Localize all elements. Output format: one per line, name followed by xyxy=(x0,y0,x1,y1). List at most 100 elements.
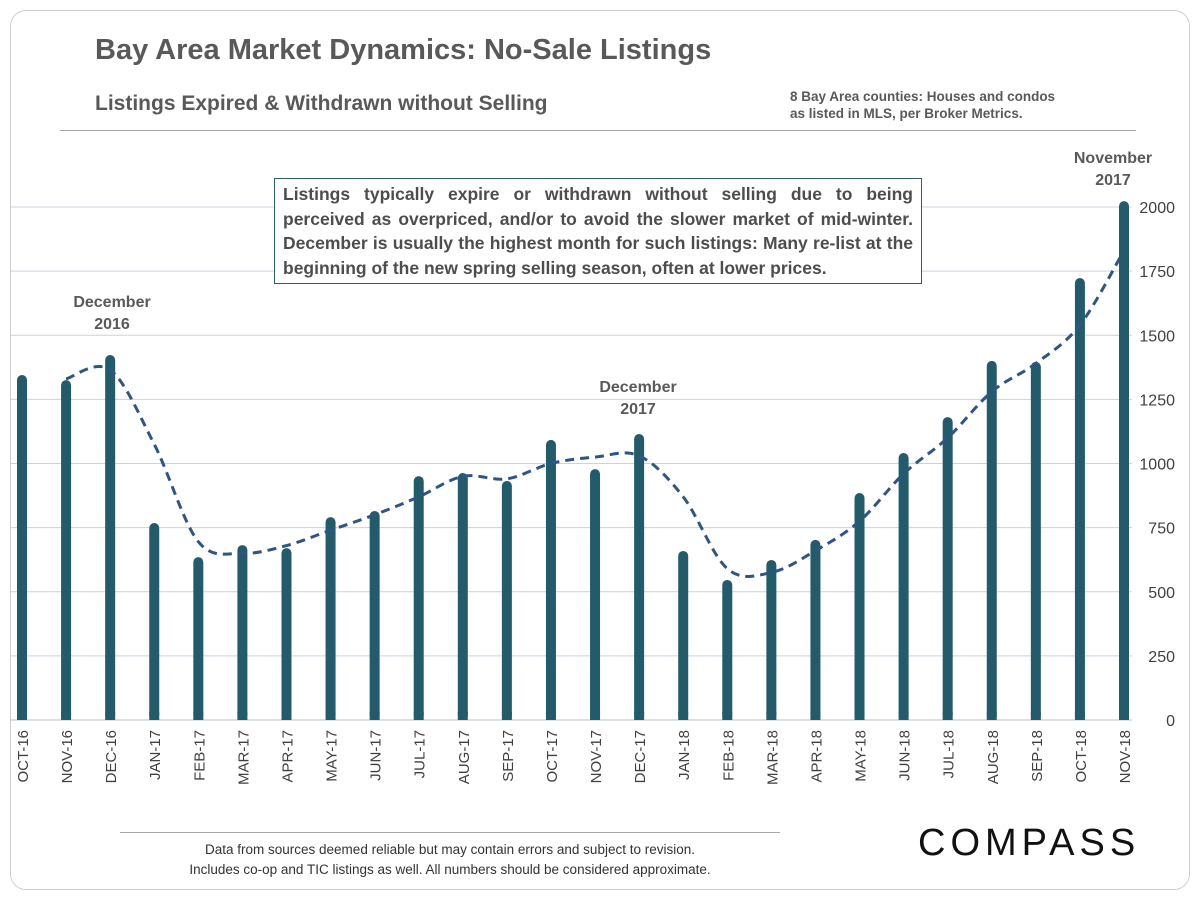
footnote: Data from sources deemed reliable but ma… xyxy=(100,840,800,880)
bar-base xyxy=(898,712,909,720)
bar-base xyxy=(634,712,645,720)
callout-line: 2016 xyxy=(94,316,130,333)
callout-december-2017: December 2017 xyxy=(578,377,698,421)
bar xyxy=(1030,361,1041,720)
bar xyxy=(590,469,601,720)
compass-logo: COMPASS xyxy=(918,822,1141,864)
bar xyxy=(325,517,336,720)
callout-line: December xyxy=(73,294,151,311)
callout-line: December xyxy=(599,379,677,396)
bar xyxy=(1074,278,1085,720)
x-tick-label: JUN-17 xyxy=(368,730,385,781)
y-tick-label: 1750 xyxy=(1139,264,1175,281)
bar-base xyxy=(325,712,336,720)
callout-line: 2017 xyxy=(620,401,656,418)
footnote-line: Includes co-op and TIC listings as well.… xyxy=(189,862,711,877)
bar xyxy=(149,523,160,720)
bar-base xyxy=(149,712,160,720)
bar-base xyxy=(854,712,865,720)
callout-line: 2017 xyxy=(1095,172,1131,189)
bar xyxy=(942,417,953,720)
header-divider xyxy=(60,130,1136,131)
bar-base xyxy=(17,712,27,720)
bar xyxy=(281,548,292,720)
bar-base xyxy=(413,712,424,720)
bar-base xyxy=(1074,712,1085,720)
x-tick-label: JUL-18 xyxy=(941,730,958,778)
footer-divider xyxy=(120,832,780,833)
bar xyxy=(678,550,689,720)
x-tick-label: SEP-17 xyxy=(500,730,517,782)
x-tick-label: AUG-17 xyxy=(456,730,473,784)
x-tick-label: MAY-18 xyxy=(853,730,870,782)
bar xyxy=(457,472,468,720)
y-tick-label: 1000 xyxy=(1139,457,1175,474)
y-tick-label: 500 xyxy=(1148,585,1175,602)
x-tick-label: JAN-17 xyxy=(147,730,164,780)
bar xyxy=(766,559,777,720)
x-tick-label: NOV-17 xyxy=(588,730,605,783)
bar xyxy=(17,375,27,720)
y-tick-label: 750 xyxy=(1148,521,1175,538)
chart-title: Bay Area Market Dynamics: No-Sale Listin… xyxy=(95,34,712,66)
y-tick-label: 1500 xyxy=(1139,328,1175,345)
y-tick-label: 0 xyxy=(1166,713,1175,730)
source-note-line: as listed in MLS, per Broker Metrics. xyxy=(790,106,1023,121)
bar xyxy=(854,492,865,720)
bar xyxy=(986,360,997,720)
footnote-line: Data from sources deemed reliable but ma… xyxy=(205,842,695,857)
slide-frame xyxy=(10,10,1190,890)
bar-base xyxy=(193,712,204,720)
bar xyxy=(413,476,424,720)
bar-base xyxy=(1119,712,1129,720)
y-tick-label: 1250 xyxy=(1139,392,1175,409)
bar xyxy=(193,557,204,720)
bar-base xyxy=(590,712,601,720)
source-note: 8 Bay Area counties: Houses and condos a… xyxy=(790,88,1055,122)
bar-base xyxy=(766,712,777,720)
bar-base xyxy=(61,712,72,720)
bar xyxy=(545,439,556,720)
x-tick-label: DEC-17 xyxy=(632,730,649,783)
bar xyxy=(369,510,380,720)
y-tick-label: 250 xyxy=(1148,649,1175,666)
bar-base xyxy=(1030,712,1041,720)
x-tick-label: AUG-18 xyxy=(985,730,1002,784)
callout-line: November xyxy=(1073,150,1153,167)
x-tick-label: OCT-17 xyxy=(544,730,561,783)
bar xyxy=(501,480,512,720)
x-tick-label: JAN-18 xyxy=(676,730,693,780)
x-tick-label: SEP-18 xyxy=(1029,730,1046,782)
x-tick-label: MAY-17 xyxy=(324,730,341,782)
x-tick-label: MAR-18 xyxy=(764,730,781,785)
bar-base xyxy=(942,712,953,720)
bar-base xyxy=(281,712,292,720)
x-tick-label: OCT-18 xyxy=(1073,730,1090,783)
bar-base xyxy=(810,712,821,720)
x-tick-label: MAR-17 xyxy=(235,730,252,785)
x-tick-label: APR-17 xyxy=(279,730,296,783)
x-tick-label: APR-18 xyxy=(808,730,825,783)
bar-base xyxy=(722,712,733,720)
bar xyxy=(237,545,248,720)
callout-november-2017: November 2017 xyxy=(1053,148,1173,192)
bar xyxy=(898,452,909,720)
chart-subtitle: Listings Expired & Withdrawn without Sel… xyxy=(95,92,548,115)
x-tick-label: NOV-18 xyxy=(1117,730,1134,783)
bar-base xyxy=(105,712,116,720)
bar-base xyxy=(369,712,380,720)
x-tick-label: JUL-17 xyxy=(412,730,429,778)
bar-base xyxy=(237,712,248,720)
bar xyxy=(61,380,72,720)
bar xyxy=(105,355,116,720)
annotation-box: Listings typically expire or withdrawn w… xyxy=(274,178,922,284)
callout-december-2016: December 2016 xyxy=(52,292,172,336)
x-tick-label: NOV-16 xyxy=(59,730,76,783)
y-tick-label: 2000 xyxy=(1139,200,1175,217)
bar-base xyxy=(457,712,468,720)
bar-base xyxy=(678,712,689,720)
bar xyxy=(722,579,733,720)
bar-base xyxy=(501,712,512,720)
x-tick-label: FEB-17 xyxy=(191,730,208,781)
x-tick-label: DEC-16 xyxy=(103,730,120,783)
